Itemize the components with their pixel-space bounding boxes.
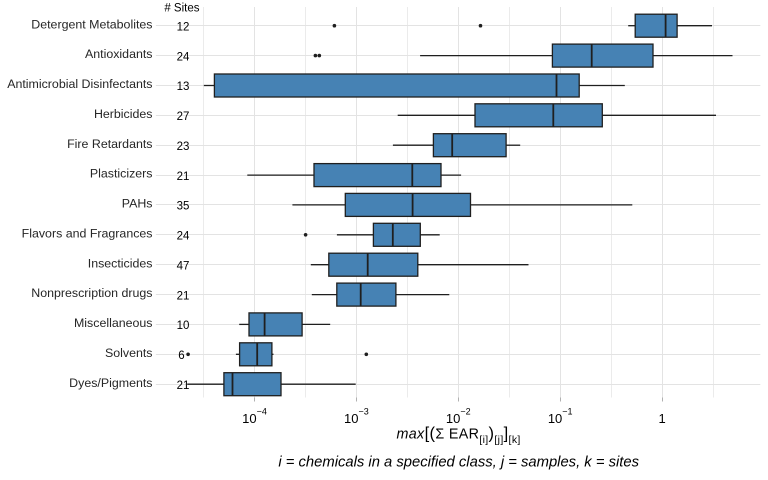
svg-text:23: 23 [177,141,190,153]
svg-text:max[(Σ EAR[i])[j]][k]: max[(Σ EAR[i])[j]][k] [397,424,521,446]
svg-text:# Sites: # Sites [164,2,199,14]
svg-text:Plasticizers: Plasticizers [90,167,153,181]
svg-text:Miscellaneous: Miscellaneous [74,316,153,330]
svg-text:i = chemicals in a specified c: i = chemicals in a specified class, j = … [278,454,639,470]
svg-text:Antioxidants: Antioxidants [85,47,153,61]
svg-text:47: 47 [177,260,190,272]
svg-text:24: 24 [177,51,190,63]
svg-text:21: 21 [177,171,190,183]
svg-text:1: 1 [658,411,665,426]
svg-text:13: 13 [177,81,190,93]
svg-text:21: 21 [177,380,190,392]
svg-text:21: 21 [177,290,190,302]
svg-text:27: 27 [177,111,190,123]
svg-text:PAHs: PAHs [122,197,153,211]
svg-text:Flavors and Fragrances: Flavors and Fragrances [22,226,153,240]
svg-text:Insecticides: Insecticides [88,256,153,270]
svg-text:Nonprescription drugs: Nonprescription drugs [31,286,152,300]
svg-text:12: 12 [177,21,190,33]
svg-text:Solvents: Solvents [105,346,153,360]
svg-text:35: 35 [177,201,190,213]
svg-text:10: 10 [177,320,190,332]
svg-text:Antimicrobial Disinfectants: Antimicrobial Disinfectants [7,77,152,91]
svg-text:6: 6 [178,350,184,362]
svg-text:Fire Retardants: Fire Retardants [67,137,152,151]
svg-text:24: 24 [177,231,190,243]
svg-text:Detergent Metabolites: Detergent Metabolites [31,17,152,31]
svg-text:Herbicides: Herbicides [94,107,153,121]
svg-text:Dyes/Pigments: Dyes/Pigments [69,376,152,390]
